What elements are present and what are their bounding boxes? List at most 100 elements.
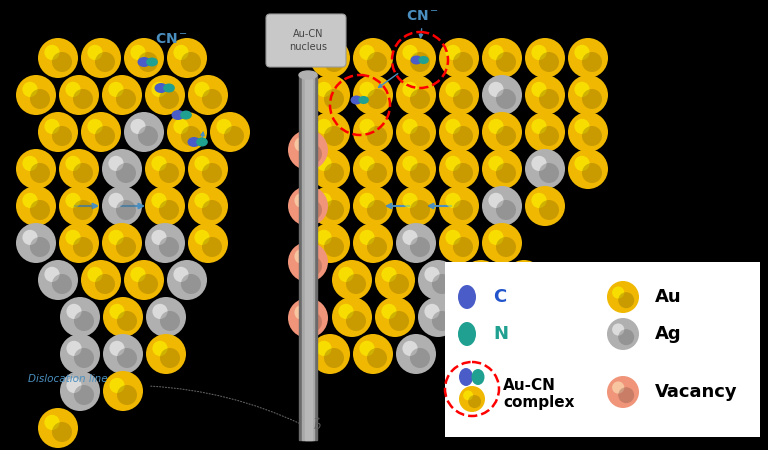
Circle shape: [339, 304, 353, 319]
Circle shape: [146, 334, 186, 374]
Circle shape: [88, 45, 103, 60]
Circle shape: [294, 249, 310, 264]
Circle shape: [45, 45, 60, 60]
Circle shape: [52, 422, 72, 442]
Circle shape: [117, 311, 137, 331]
Circle shape: [453, 200, 473, 220]
Circle shape: [59, 186, 99, 226]
Circle shape: [445, 193, 461, 208]
Bar: [305, 75, 312, 440]
Circle shape: [607, 281, 639, 313]
Circle shape: [302, 200, 322, 220]
Circle shape: [439, 223, 479, 263]
Circle shape: [410, 52, 430, 72]
Circle shape: [396, 149, 436, 189]
Circle shape: [316, 156, 332, 171]
Circle shape: [525, 112, 565, 152]
Circle shape: [402, 230, 418, 245]
Circle shape: [425, 267, 439, 282]
Ellipse shape: [359, 96, 369, 104]
Text: CN$^-$: CN$^-$: [406, 9, 439, 23]
Circle shape: [410, 89, 430, 109]
Circle shape: [453, 126, 473, 146]
Circle shape: [217, 119, 232, 134]
Circle shape: [316, 341, 332, 356]
Circle shape: [151, 230, 167, 245]
Circle shape: [81, 260, 121, 300]
Circle shape: [73, 89, 93, 109]
Circle shape: [475, 311, 495, 331]
Circle shape: [202, 237, 222, 257]
Circle shape: [194, 156, 210, 171]
Circle shape: [439, 75, 479, 115]
Ellipse shape: [350, 95, 362, 104]
Circle shape: [353, 112, 393, 152]
Circle shape: [582, 163, 602, 183]
Circle shape: [310, 149, 350, 189]
Circle shape: [73, 163, 93, 183]
Circle shape: [574, 156, 590, 171]
Circle shape: [324, 52, 344, 72]
Circle shape: [396, 223, 436, 263]
Circle shape: [482, 186, 522, 226]
Circle shape: [432, 311, 452, 331]
Circle shape: [310, 112, 350, 152]
Circle shape: [353, 223, 393, 263]
Circle shape: [324, 89, 344, 109]
Circle shape: [488, 230, 504, 245]
Circle shape: [482, 75, 522, 115]
Circle shape: [418, 260, 458, 300]
Circle shape: [59, 75, 99, 115]
Circle shape: [294, 305, 310, 320]
Circle shape: [16, 149, 56, 189]
Circle shape: [65, 230, 81, 245]
Circle shape: [65, 193, 81, 208]
Circle shape: [539, 52, 559, 72]
Circle shape: [52, 126, 72, 146]
Ellipse shape: [196, 138, 208, 147]
Circle shape: [539, 126, 559, 146]
Circle shape: [324, 200, 344, 220]
Circle shape: [359, 341, 375, 356]
Circle shape: [316, 82, 332, 97]
Circle shape: [439, 38, 479, 78]
Circle shape: [22, 230, 38, 245]
Circle shape: [152, 341, 167, 356]
Circle shape: [359, 45, 375, 60]
Circle shape: [582, 126, 602, 146]
Circle shape: [52, 274, 72, 294]
Text: Au: Au: [655, 288, 682, 306]
Text: Vacancy: Vacancy: [655, 383, 737, 401]
Circle shape: [151, 82, 167, 97]
Circle shape: [109, 341, 124, 356]
Circle shape: [131, 267, 146, 282]
Circle shape: [108, 230, 124, 245]
Circle shape: [73, 237, 93, 257]
Circle shape: [22, 193, 38, 208]
Circle shape: [38, 38, 78, 78]
Circle shape: [194, 230, 210, 245]
Circle shape: [45, 267, 60, 282]
Text: complex: complex: [503, 396, 574, 410]
Circle shape: [568, 112, 608, 152]
Circle shape: [202, 200, 222, 220]
Circle shape: [95, 52, 115, 72]
Circle shape: [88, 119, 103, 134]
Circle shape: [332, 260, 372, 300]
Circle shape: [102, 223, 142, 263]
Circle shape: [294, 193, 310, 208]
Circle shape: [30, 237, 50, 257]
Circle shape: [445, 45, 461, 60]
Circle shape: [367, 89, 387, 109]
Circle shape: [146, 297, 186, 337]
Circle shape: [159, 89, 179, 109]
Circle shape: [160, 348, 180, 368]
Circle shape: [152, 304, 167, 319]
Circle shape: [103, 371, 143, 411]
Circle shape: [439, 149, 479, 189]
Circle shape: [145, 186, 185, 226]
Circle shape: [310, 186, 350, 226]
Text: Ag: Ag: [655, 325, 682, 343]
Circle shape: [108, 156, 124, 171]
Circle shape: [453, 163, 473, 183]
